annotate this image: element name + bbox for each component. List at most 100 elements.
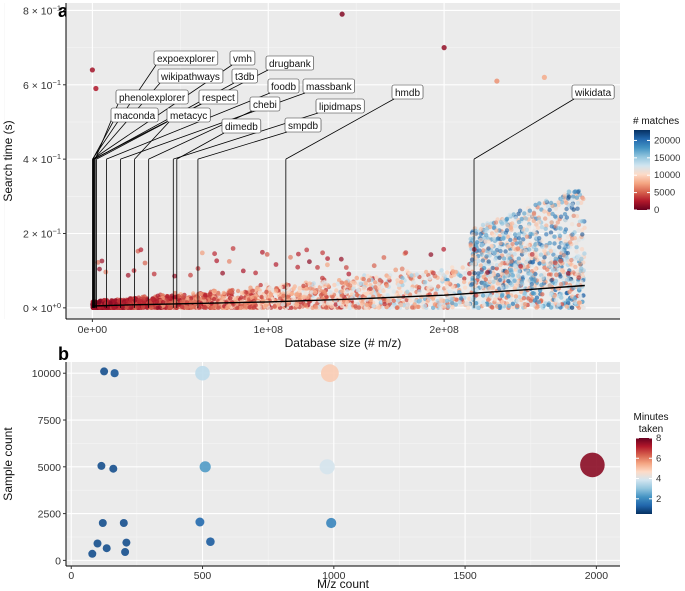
sample-point (580, 452, 605, 478)
data-point (571, 194, 576, 199)
data-point (220, 270, 226, 276)
data-point (523, 216, 529, 221)
data-point (547, 283, 552, 288)
data-point (264, 289, 269, 295)
data-point (516, 274, 522, 279)
data-point (501, 256, 507, 261)
data-point (559, 295, 564, 300)
sample-point (199, 461, 211, 473)
database-label-lipidmaps: lipidmaps (319, 102, 361, 113)
data-point (359, 281, 364, 286)
data-point (481, 265, 487, 271)
data-point (400, 275, 405, 281)
database-label-box (229, 50, 256, 66)
data-point (562, 212, 568, 217)
data-point (247, 305, 252, 310)
data-point (553, 278, 559, 284)
data-point (581, 196, 586, 202)
data-point (230, 246, 236, 251)
data-point (555, 220, 560, 225)
panel-b-x-axis-title: M/z count (317, 577, 370, 591)
y-tick-label: 5000 (38, 462, 62, 474)
sample-point (122, 538, 131, 547)
outlier-point (89, 67, 95, 73)
data-point (552, 294, 557, 299)
database-label-box (115, 89, 189, 105)
data-point (307, 259, 312, 265)
data-point (352, 280, 357, 286)
data-point (517, 294, 522, 300)
data-point (480, 242, 485, 247)
data-point (235, 288, 241, 294)
panel-a-x-axis-title: Database size (# m/z) (285, 336, 402, 350)
data-point (457, 300, 462, 305)
data-point (363, 280, 368, 286)
database-label-wikipathways: wikipathways (160, 72, 220, 83)
data-point (296, 251, 301, 257)
database-label-drugbank: drugbank (269, 59, 312, 70)
data-point (121, 299, 127, 305)
data-point (346, 271, 352, 277)
data-point (516, 260, 522, 265)
data-point (335, 281, 340, 286)
legend-a-title: # matches (633, 116, 679, 127)
data-point (573, 300, 578, 305)
data-point (494, 266, 499, 271)
data-point (565, 271, 571, 276)
data-point (289, 291, 294, 297)
y-tick-base: 2 × 10 (23, 228, 53, 240)
sample-point (93, 539, 102, 548)
data-point (273, 288, 279, 293)
data-point (128, 297, 134, 302)
data-point (480, 222, 486, 228)
panel-a-legend-matches: # matches 0 5000 10000 15000 20000 (633, 116, 680, 216)
data-point (571, 270, 576, 275)
legend-b-tick-label: 8 (656, 433, 661, 444)
data-point (469, 281, 475, 287)
data-point (320, 299, 325, 305)
data-point (563, 227, 569, 232)
legend-b-colorbar (636, 438, 652, 514)
data-point (566, 196, 571, 201)
data-point (436, 284, 441, 289)
data-point (463, 271, 468, 276)
data-point (228, 296, 233, 301)
data-point (574, 195, 580, 200)
data-point (333, 302, 338, 307)
data-point (580, 232, 585, 237)
data-point (516, 269, 521, 274)
data-point (417, 298, 423, 303)
data-point (437, 303, 442, 308)
data-point (295, 264, 301, 270)
data-point (407, 292, 413, 297)
panel-a-axes: 0e+00 1e+08 2e+080 × 10+02 × 10−14 × 10−16… (23, 3, 620, 336)
database-label-vmh: vmh (233, 54, 252, 65)
data-point (489, 305, 495, 310)
data-point (176, 294, 182, 299)
data-point (491, 236, 497, 242)
data-point (564, 206, 569, 212)
data-point (516, 235, 522, 241)
data-point (467, 271, 472, 276)
panel-b-sample-count-chart: 0 500 1000 1500 2000 0 2500 5000 7500 10000 (32, 362, 620, 582)
data-point (491, 279, 496, 284)
panel-a-search-time-chart: expoexplorer vmh drugbank wikipathways t3db p… (4, 3, 620, 336)
data-point (549, 220, 554, 225)
sample-point (109, 464, 118, 473)
data-point (510, 221, 515, 226)
data-point (545, 204, 551, 209)
data-point (494, 228, 499, 233)
data-point (301, 283, 306, 289)
data-point (563, 239, 568, 244)
data-point (251, 305, 257, 310)
data-point (554, 272, 559, 278)
data-point (544, 232, 549, 237)
y-tick-label: 8 × 10−1 (23, 3, 61, 17)
data-point (368, 286, 373, 291)
data-point (307, 281, 312, 286)
data-point (485, 302, 490, 307)
data-point (534, 253, 539, 259)
data-point (524, 227, 529, 232)
data-point (343, 281, 348, 286)
data-point (497, 304, 503, 309)
